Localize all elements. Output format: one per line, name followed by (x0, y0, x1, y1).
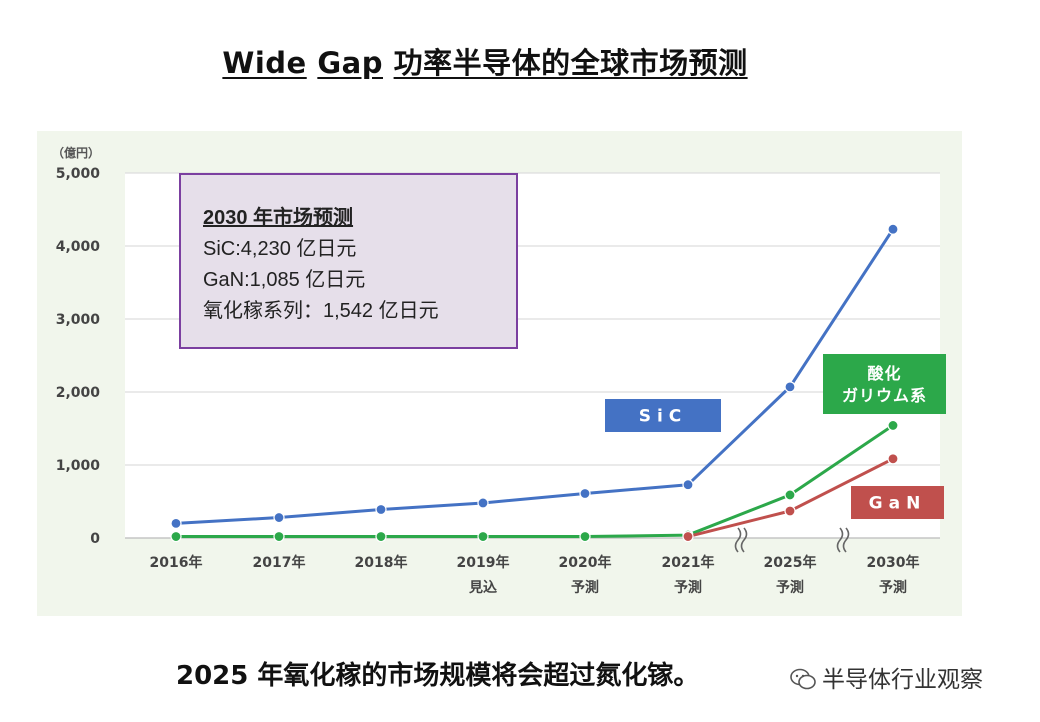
data-point (579, 530, 591, 543)
data-point (273, 530, 285, 543)
data-point (375, 530, 387, 543)
data-point (273, 511, 285, 524)
x-tick-label: 予測 (879, 579, 907, 596)
legend-tag-bg (823, 354, 946, 414)
x-tick-label: 見込 (468, 579, 497, 596)
legend-tag-label: ガリウム系 (842, 386, 927, 405)
watermark: 半导体行业观察 (790, 660, 983, 694)
title-rest: 功率半导体的全球市场预测 (393, 46, 748, 80)
x-tick-label: 2025年 (764, 554, 817, 571)
legend-tag-label: SiC (639, 407, 688, 427)
x-tick-label: 予測 (674, 579, 702, 596)
data-point (682, 530, 694, 543)
axis-break-mark (740, 527, 748, 553)
data-point (784, 505, 796, 517)
data-point (887, 223, 899, 235)
y-tick-label: 2,000 (56, 385, 101, 401)
annotation-gan: GaN:1,085 亿日元 (203, 269, 366, 291)
axis-break-mark (842, 527, 850, 553)
y-tick-label: 5,000 (56, 166, 101, 182)
legend-tag-label: 酸化 (867, 364, 901, 383)
x-tick-label: 2021年 (662, 554, 715, 571)
x-tick-label: 2016年 (150, 554, 203, 571)
data-point (170, 517, 182, 530)
x-tick-label: 予測 (571, 579, 599, 596)
series-line-0 (175, 228, 895, 525)
y-tick-label: 3,000 (56, 312, 101, 328)
forecast-annotation-box: 2030 年市场预测 SiC:4,230 亿日元 GaN:1,085 亿日元 氧… (179, 173, 518, 349)
data-point (170, 530, 182, 543)
data-point (784, 489, 796, 501)
data-point (375, 503, 387, 516)
axis-break-mark (734, 527, 742, 553)
axis-break-mark (836, 527, 844, 553)
x-tick-label: 予測 (776, 579, 804, 596)
wechat-icon (790, 668, 816, 690)
y-tick-label: 4,000 (56, 239, 101, 255)
series-line-1 (176, 424, 894, 539)
annotation-sic: SiC:4,230 亿日元 (203, 238, 357, 260)
data-point (887, 419, 899, 432)
x-tick-label: 2018年 (355, 554, 408, 571)
data-point (477, 497, 489, 509)
annotation-ga2o3: 氧化稼系列：1,542 亿日元 (203, 300, 439, 322)
x-tick-label: 2030年 (867, 554, 920, 571)
data-point (682, 479, 694, 491)
annotation-heading: 2030 年市场预测 (203, 207, 354, 229)
title-gap: Gap (317, 46, 383, 80)
y-unit-label: （億円） (52, 145, 100, 160)
data-point (579, 487, 591, 500)
chart-title: Wide Gap 功率半导体的全球市场预测 (0, 40, 970, 82)
data-point (887, 453, 899, 465)
watermark-text: 半导体行业观察 (822, 667, 983, 693)
legend-tag-bg (605, 399, 721, 432)
footer-caption: 2025 年氧化稼的市场规模将会超过氮化镓。 (176, 661, 700, 691)
legend-tag-bg (851, 486, 944, 519)
data-point (477, 530, 489, 543)
title-wide: Wide (222, 46, 307, 80)
y-tick-label: 1,000 (56, 458, 101, 474)
x-tick-label: 2020年 (559, 554, 612, 571)
legend-tag-label: GaN (869, 494, 927, 514)
x-tick-label: 2017年 (253, 554, 306, 571)
y-tick-label: 0 (90, 531, 100, 547)
data-point (784, 381, 796, 393)
x-tick-label: 2019年 (457, 554, 510, 571)
